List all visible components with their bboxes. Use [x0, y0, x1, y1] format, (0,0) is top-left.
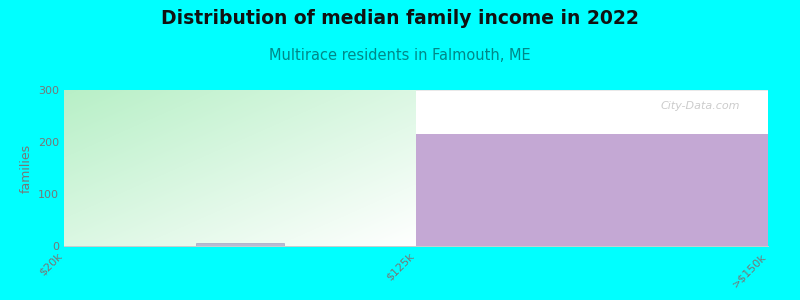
- Bar: [416, 134, 768, 246]
- Text: Distribution of median family income in 2022: Distribution of median family income in …: [161, 9, 639, 28]
- Bar: [196, 243, 284, 246]
- Text: City-Data.com: City-Data.com: [660, 101, 740, 111]
- Text: Multirace residents in Falmouth, ME: Multirace residents in Falmouth, ME: [269, 48, 531, 63]
- Y-axis label: families: families: [19, 143, 33, 193]
